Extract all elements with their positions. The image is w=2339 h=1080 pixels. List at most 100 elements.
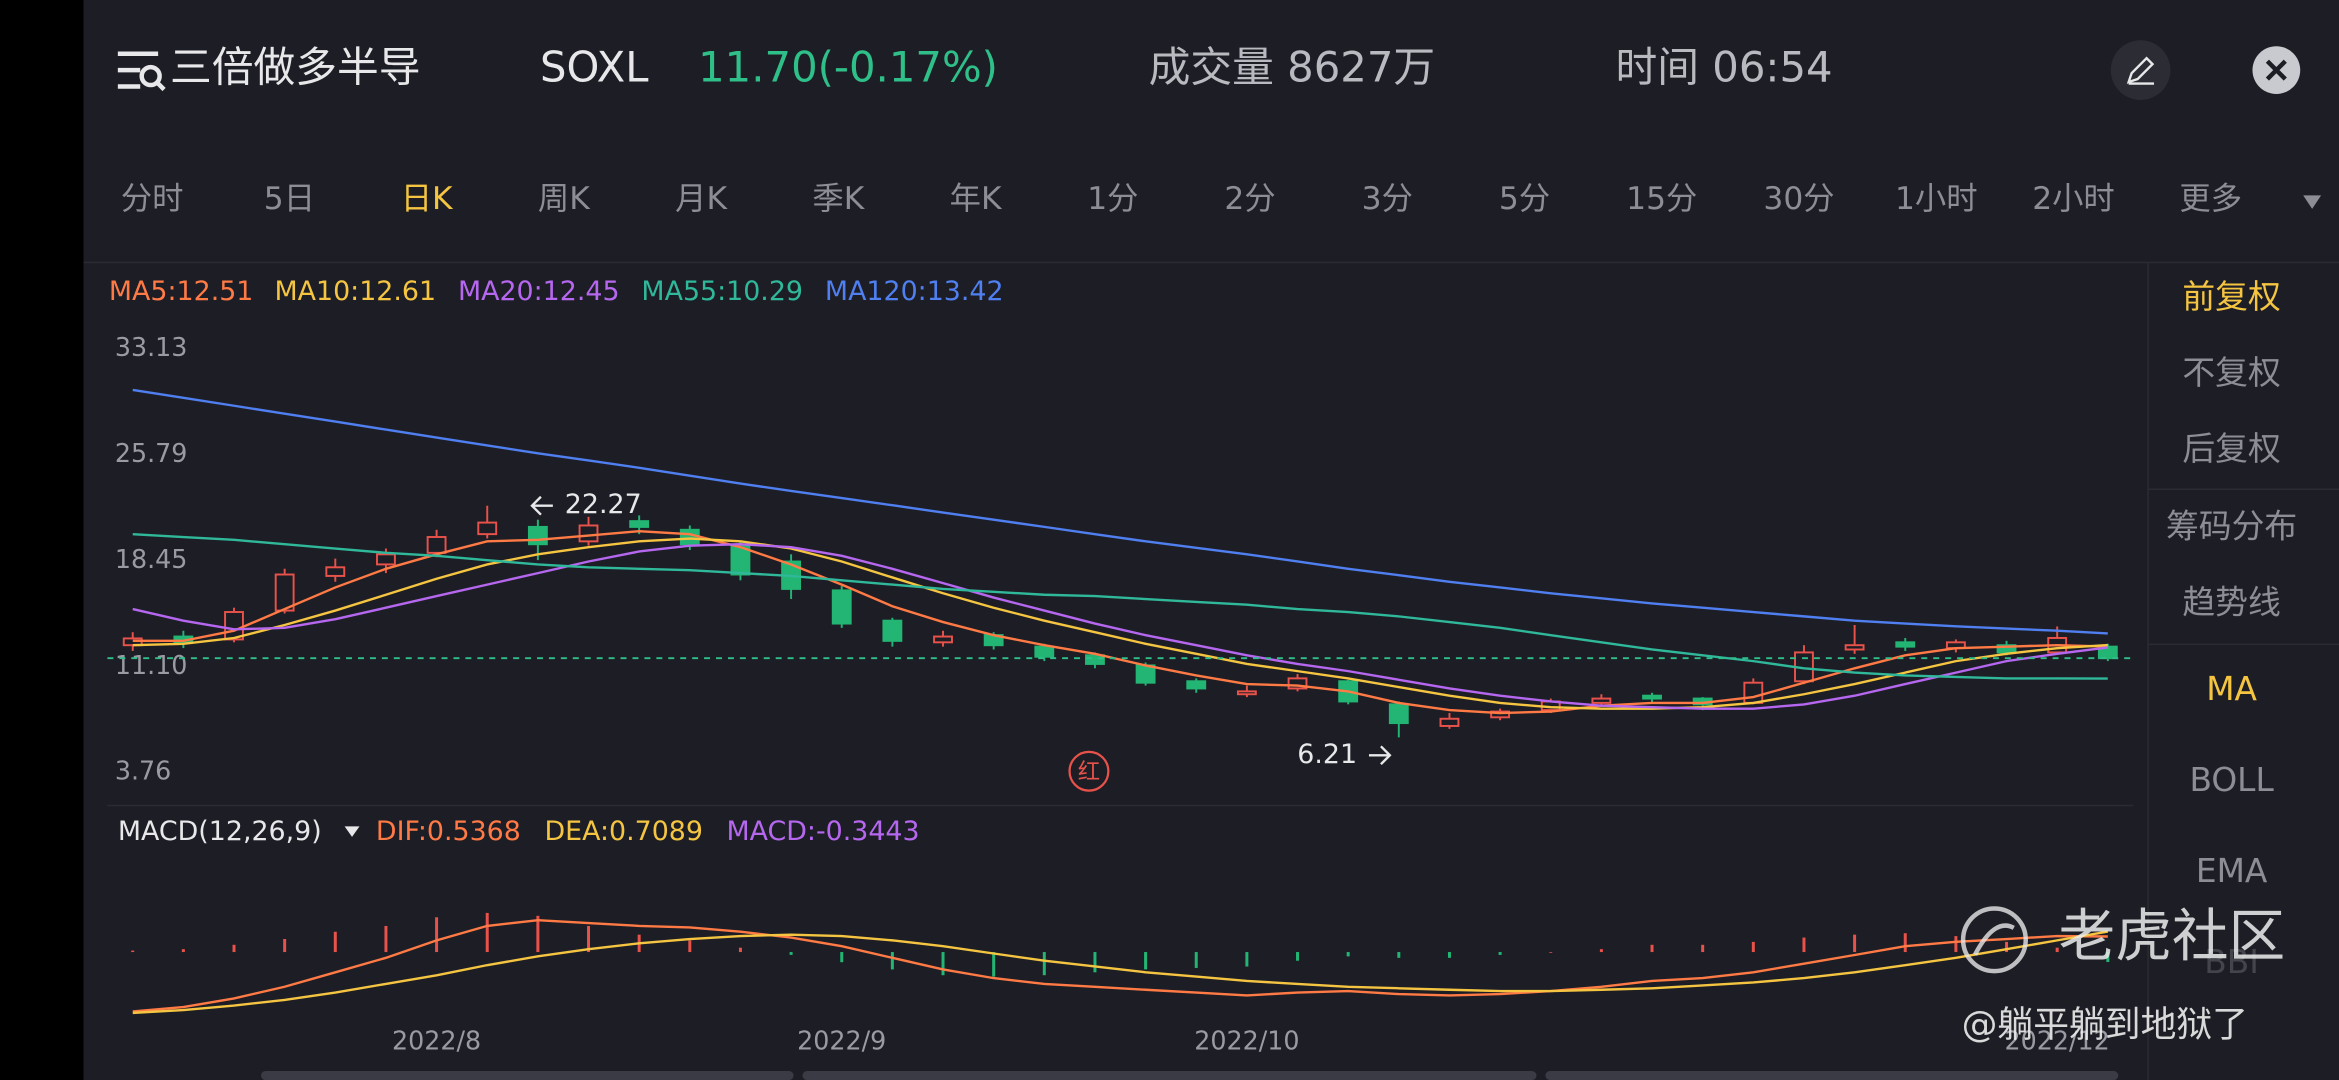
macd-bar (1549, 952, 1553, 953)
stock-price: 11.70(-0.17%) (698, 43, 998, 92)
volume: 成交量 8627万 (1149, 43, 1436, 92)
watermark-brand: 老虎社区 (2059, 903, 2286, 969)
macd-bar (688, 940, 692, 953)
sidebar-option[interactable]: 后复权 (2182, 430, 2280, 468)
left-edge (0, 0, 84, 1080)
tab[interactable]: 月K (675, 181, 728, 217)
candle-body (1085, 654, 1105, 665)
macd-bar (789, 952, 793, 955)
macd-bar (435, 917, 439, 953)
macd-bar (1599, 949, 1603, 953)
y-tick-label: 18.45 (115, 544, 188, 574)
candle-body (2097, 645, 2118, 660)
x-tick-label: 2022/12 (2005, 1026, 2110, 1056)
macd-bar (840, 952, 844, 963)
macd-bar (890, 952, 894, 970)
candle-body (1642, 694, 1662, 700)
sidebar-option[interactable]: 筹码分布 (2166, 508, 2297, 546)
macd-bar (2055, 947, 2059, 953)
candle-body (527, 525, 548, 546)
tab[interactable]: 分时 (121, 181, 184, 217)
sidebar-option[interactable]: 前复权 (2182, 278, 2280, 316)
badge[interactable]: 红 (1078, 759, 1100, 785)
candle-body (274, 573, 295, 612)
candle-body (426, 536, 447, 554)
watermark-user: @躺平躺到地狱了 (1962, 1004, 2248, 1045)
tab[interactable]: 3分 (1362, 181, 1413, 217)
macd-bar (2005, 941, 2009, 953)
legend-entry: MA5:12.51 (109, 276, 254, 307)
legend-entry: MA20:12.45 (458, 276, 620, 307)
sidebar-option[interactable]: BOLL (2189, 761, 2274, 799)
candle-body (882, 619, 903, 642)
macd-bar (1701, 944, 1705, 953)
sidebar-option[interactable]: EMA (2196, 852, 2268, 890)
macd-bar (1042, 952, 1046, 976)
candle-body (1591, 697, 1612, 704)
badge-circle (1068, 750, 1110, 792)
tab[interactable]: 15分 (1626, 181, 1697, 217)
macd-bar (181, 949, 185, 953)
plot: 分时 5日 日K 周K 月K 季K 年K 1分 2分 3分 5分 15分 30分 1小时 2小时 更多前复权不… (107, 181, 2297, 1056)
sidebar-option[interactable]: BBI (2204, 943, 2259, 981)
macd-bar (1802, 937, 1806, 953)
tab[interactable]: 5日 (264, 181, 315, 217)
tab[interactable]: 2分 (1224, 181, 1275, 217)
edit-button[interactable] (2110, 40, 2171, 100)
menu-icon[interactable] (117, 51, 166, 92)
tab[interactable]: 日K (401, 181, 454, 217)
tab[interactable]: 1小时 (1895, 181, 1978, 217)
stock-symbol: SOXL (540, 43, 649, 92)
macd-bar (1650, 944, 1654, 953)
ma-line (132, 530, 2108, 715)
candle-body (1439, 717, 1460, 727)
macd-bar (1093, 952, 1097, 973)
legend-entry: DEA:0.7089 (544, 816, 703, 847)
macd-bar (1346, 952, 1350, 957)
macd-bar (1751, 941, 1755, 953)
sidebar-option[interactable]: 趋势线 (2182, 584, 2280, 622)
candle-body (1186, 680, 1207, 690)
legend-entry: MA10:12.61 (274, 276, 436, 307)
ma-line (132, 532, 2108, 680)
macd-title: MACD(12,26,9) (118, 816, 322, 847)
ma-line (132, 537, 2108, 710)
sidebar-option[interactable]: 不复权 (2182, 354, 2280, 392)
ma-line (132, 388, 2108, 635)
tab[interactable]: 季K (812, 181, 865, 217)
macd-bar (384, 925, 388, 953)
macd-bar (1194, 952, 1198, 968)
macd-dropdown[interactable] (344, 826, 360, 837)
macd-bar (485, 912, 489, 953)
stock-name: 三倍做多半导 (170, 43, 421, 92)
tab[interactable]: 年K (950, 181, 1003, 217)
y-tick-label: 25.79 (115, 438, 188, 468)
watermark-logo (1960, 906, 2028, 974)
macd-bar (1144, 952, 1148, 970)
tab[interactable]: 30分 (1763, 181, 1834, 217)
tab[interactable]: 5分 (1499, 181, 1550, 217)
candle-body (1388, 703, 1409, 725)
macd-bar (283, 938, 287, 953)
candle-body (1135, 664, 1156, 684)
macd-bar (1903, 933, 1907, 953)
tab[interactable]: 2小时 (2032, 181, 2115, 217)
sidebar-option[interactable]: MA (2206, 670, 2257, 708)
candle-body (1034, 645, 1055, 658)
candle-body (1844, 644, 1865, 651)
tab[interactable]: 更多 (2179, 181, 2242, 217)
macd-line (132, 930, 2108, 1015)
min-arrow (1368, 745, 1392, 766)
candle-body (376, 553, 396, 566)
y-tick-label: 11.10 (115, 650, 188, 680)
close-button[interactable] (2252, 46, 2301, 94)
macd-bar (232, 944, 236, 953)
macd-bar (1296, 952, 1300, 961)
tab[interactable]: 1分 (1087, 181, 1138, 217)
tab[interactable]: 周K (538, 181, 591, 217)
candle-body (325, 566, 346, 577)
candle-body (1996, 644, 2017, 654)
candle-body (1895, 641, 1916, 648)
more-arrow[interactable] (2303, 195, 2322, 209)
